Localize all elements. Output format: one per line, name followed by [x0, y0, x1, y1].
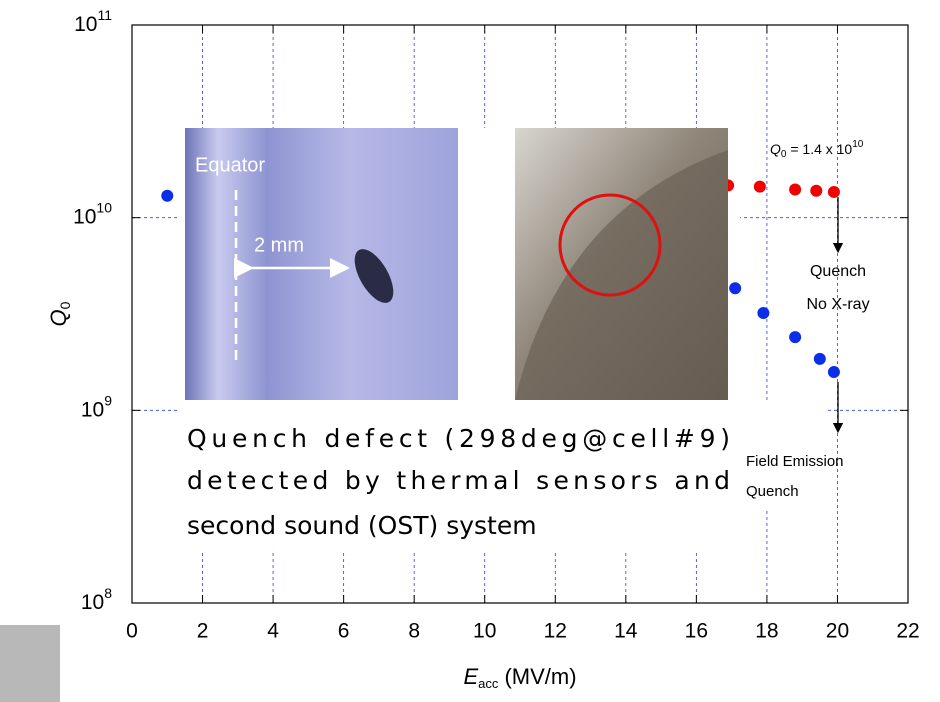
point: [827, 366, 840, 379]
label-part: (MV/m): [498, 664, 576, 689]
annotation: No X-ray: [806, 296, 869, 313]
x-tick-label: 20: [826, 620, 849, 643]
tick-base: 10: [81, 591, 104, 614]
annotation-part: 0: [781, 149, 787, 160]
photo-left: Equator 2 mm: [185, 128, 458, 400]
y-tick-label: 1011: [74, 7, 112, 36]
point: [161, 189, 174, 202]
x-tick-label: 2: [197, 620, 209, 643]
x-tick-label: 4: [267, 620, 279, 643]
caption: detected by thermal sensors and: [187, 466, 730, 495]
label-part: E: [463, 664, 478, 689]
photo-label: 2 mm: [254, 234, 304, 256]
point: [813, 352, 826, 365]
tick-exponent: 9: [104, 392, 112, 408]
caption: second sound (OST) system: [187, 511, 537, 540]
y-tick-label: 109: [81, 392, 112, 421]
annotation-part: = 1.4 x 10: [786, 141, 852, 157]
x-axis-label: Eacc (MV/m): [463, 664, 576, 692]
x-tick-label: 0: [126, 620, 138, 643]
defect: [354, 249, 394, 303]
marks: [161, 179, 840, 379]
photo-label: Equator: [195, 154, 265, 176]
annotation: Q0 = 1.4 x 1010: [770, 139, 864, 160]
tick-exponent: 11: [97, 7, 112, 23]
point: [810, 184, 823, 197]
tick-exponent: 8: [104, 585, 112, 601]
y-tick-label: 108: [81, 585, 112, 614]
highlight-circle: [558, 193, 662, 297]
x-tick-label: 10: [473, 620, 496, 643]
x-tick-label: 22: [896, 620, 919, 643]
tick-base: 10: [81, 398, 104, 421]
tick-exponent: 10: [96, 199, 112, 215]
point: [789, 183, 802, 196]
plot-frame: [131, 24, 909, 604]
point: [789, 331, 802, 344]
photo-right: [515, 128, 728, 400]
point: [827, 185, 840, 198]
annotation: Field Emission: [746, 453, 844, 470]
label-part: acc: [478, 676, 499, 691]
annotation-part: 10: [852, 139, 864, 150]
annotation: Quench: [746, 483, 799, 500]
x-tick-label: 14: [614, 620, 638, 643]
caption: Quench defect (298deg@cell#9): [187, 424, 730, 453]
point: [729, 282, 742, 295]
annotation: Quench: [810, 263, 866, 280]
x-tick-label: 6: [338, 620, 350, 643]
shadow: [515, 150, 728, 400]
point: [753, 180, 766, 193]
tick-base: 10: [73, 205, 96, 228]
x-tick-label: 18: [755, 620, 778, 643]
x-tick-label: 16: [685, 620, 708, 643]
label-part: Q: [46, 309, 71, 326]
y-axis-label: Q0: [46, 301, 73, 326]
y-tick-label: 1010: [73, 199, 112, 228]
photo-fragment: [0, 625, 60, 702]
label-box: [740, 400, 825, 510]
tick-base: 10: [74, 13, 97, 36]
annotation-part: Q: [770, 141, 781, 157]
x-tick-label: 8: [408, 620, 420, 643]
point: [757, 307, 770, 320]
x-tick-label: 12: [544, 620, 567, 643]
label-part: 0: [57, 301, 73, 309]
